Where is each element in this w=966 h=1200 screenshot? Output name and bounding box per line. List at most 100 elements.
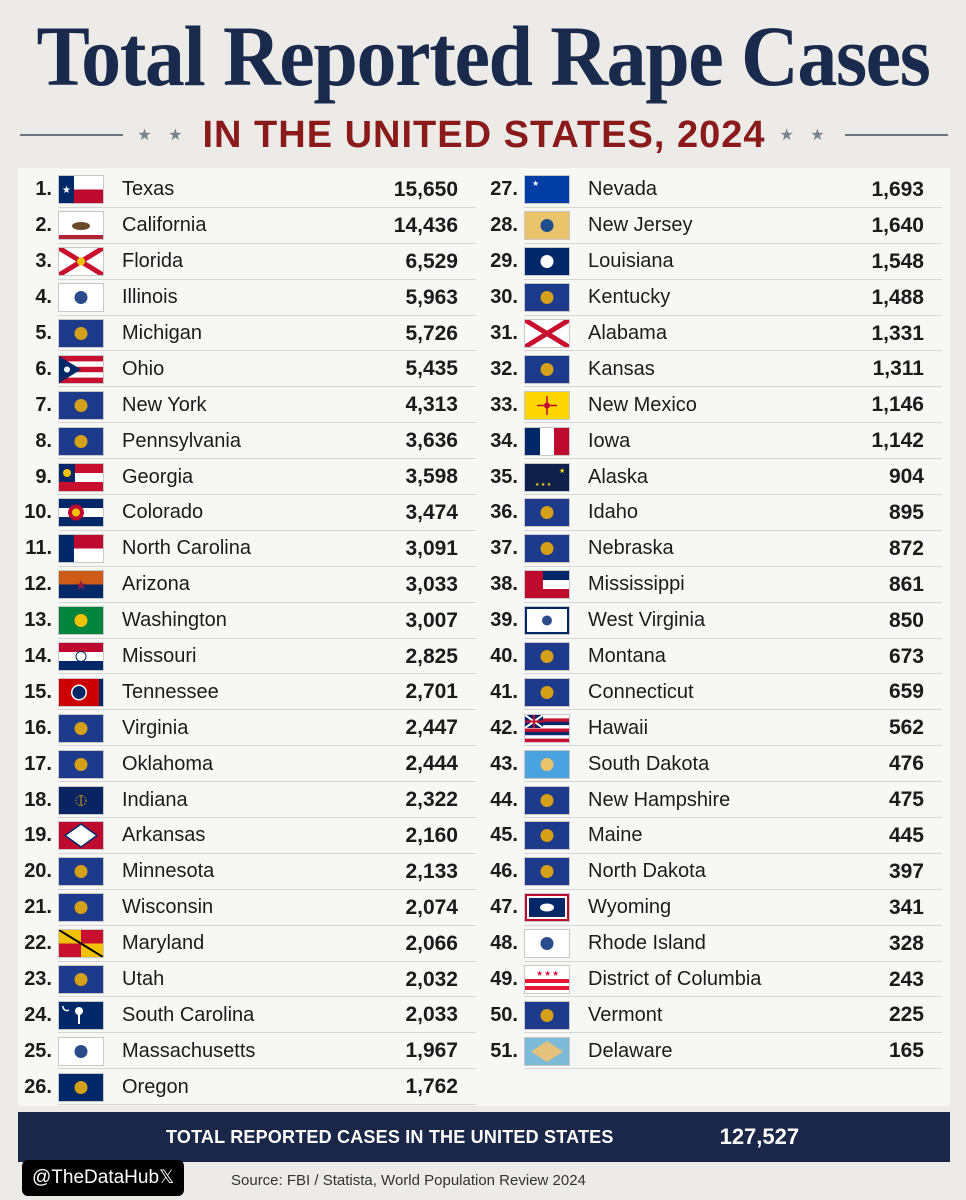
delaware-flag-icon xyxy=(524,1036,570,1066)
state-name: Louisiana xyxy=(588,250,674,273)
table-row: 27. ★ Nevada 1,693 xyxy=(484,172,950,208)
texas-flag-icon: ★ xyxy=(58,175,104,205)
state-name: Kentucky xyxy=(588,286,671,309)
case-count: 1,967 xyxy=(405,1039,458,1063)
iowa-flag-icon xyxy=(524,426,570,456)
table-row: 26. Oregon 1,762 xyxy=(18,1069,484,1106)
ohio-flag-icon xyxy=(58,354,104,384)
table-row: 18. Indiana 2,322 xyxy=(18,782,484,818)
table-row: 7. New York 4,313 xyxy=(18,387,484,424)
rank-label: 35. xyxy=(490,465,518,488)
state-name: District of Columbia xyxy=(588,968,762,991)
state-name: Oregon xyxy=(122,1075,189,1098)
case-count: 1,548 xyxy=(871,249,924,273)
maryland-flag-icon xyxy=(58,929,104,959)
rank-label: 4. xyxy=(35,286,52,309)
ranking-column-right: 27. ★ Nevada 1,693 28. New Jersey 1,640 29. Loui… xyxy=(484,168,950,1106)
ranking-list-left: 1. ★ Texas 15,650 2. California 14,436 3. Florid… xyxy=(18,172,484,1106)
state-name: Alabama xyxy=(588,322,667,344)
table-row: 16. Virginia 2,447 xyxy=(18,710,484,747)
source-note: Source: FBI / Statista, World Population… xyxy=(231,1172,586,1189)
case-count: 6,529 xyxy=(405,249,458,273)
washington-flag-icon xyxy=(58,606,104,636)
case-count: 2,074 xyxy=(405,895,458,919)
case-count: 2,032 xyxy=(405,967,458,991)
table-row: 1. ★ Texas 15,650 xyxy=(18,172,484,208)
case-count: 5,963 xyxy=(405,285,458,309)
state-name: Wyoming xyxy=(588,896,672,919)
state-name: New York xyxy=(122,393,207,416)
table-row: 36. Idaho 895 xyxy=(484,495,950,531)
rank-label: 13. xyxy=(24,609,52,632)
state-name: Rhode Island xyxy=(588,932,706,955)
case-count: 2,033 xyxy=(405,1003,458,1027)
case-count: 2,133 xyxy=(405,859,458,883)
new-jersey-flag-icon xyxy=(524,211,570,241)
author-handle: @TheDataHub𝕏 xyxy=(22,1160,185,1196)
rank-label: 12. xyxy=(24,573,52,596)
rank-label: 47. xyxy=(490,896,518,919)
table-row: 33. New Mexico 1,146 xyxy=(484,387,950,424)
wyoming-flag-icon xyxy=(524,893,570,923)
state-name: Massachusetts xyxy=(122,1039,256,1062)
table-row: 31. Alabama 1,331 xyxy=(484,316,950,352)
case-count: 562 xyxy=(888,716,924,740)
state-name: Minnesota xyxy=(122,860,215,883)
hawaii-flag-icon xyxy=(524,713,570,743)
case-count: 3,007 xyxy=(405,608,458,632)
state-name: South Carolina xyxy=(122,1003,255,1026)
table-row: 51. Delaware 165 xyxy=(484,1033,950,1070)
rank-label: 45. xyxy=(490,824,518,847)
state-name: Nebraska xyxy=(588,537,674,560)
state-name: New Jersey xyxy=(588,214,693,237)
table-row: 37. Nebraska 872 xyxy=(484,531,950,567)
state-name: Iowa xyxy=(588,429,631,452)
page-subtitle: IN THE UNITED STATES, 2024 xyxy=(202,113,766,156)
georgia-flag-icon xyxy=(58,462,104,492)
state-name: South Dakota xyxy=(588,752,710,775)
table-row: 35. ★ ★ ★ ★ Alaska 904 xyxy=(484,459,950,495)
table-row: 14. Missouri 2,825 xyxy=(18,639,484,675)
south-dakota-flag-icon xyxy=(524,749,570,779)
arizona-flag-icon: ★ xyxy=(58,570,104,600)
page-title: Total Reported Rape Cases xyxy=(36,8,930,104)
ranking-column-left: 1. ★ Texas 15,650 2. California 14,436 3. Florid… xyxy=(18,168,484,1106)
table-row: 23. Utah 2,032 xyxy=(18,962,484,998)
rank-label: 15. xyxy=(24,680,52,703)
table-row: 5. Michigan 5,726 xyxy=(18,316,484,352)
table-row: 42. Hawaii 562 xyxy=(484,710,950,747)
alabama-flag-icon xyxy=(523,317,571,350)
state-name: Michigan xyxy=(122,322,203,344)
state-name: Tennessee xyxy=(122,680,219,703)
rank-label: 43. xyxy=(490,752,518,775)
rank-label: 39. xyxy=(490,609,518,632)
table-row: 30. Kentucky 1,488 xyxy=(484,280,950,316)
rank-label: 48. xyxy=(490,932,518,955)
case-count: 397 xyxy=(888,859,924,883)
case-count: 659 xyxy=(888,680,924,704)
rank-label: 7. xyxy=(35,393,52,416)
rank-label: 6. xyxy=(35,357,52,380)
table-row: 34. Iowa 1,142 xyxy=(484,423,950,460)
case-count: 3,474 xyxy=(405,500,458,524)
indiana-flag-icon xyxy=(58,785,104,815)
rank-label: 34. xyxy=(490,429,518,452)
state-name: Nevada xyxy=(588,178,657,201)
rank-label: 46. xyxy=(490,860,518,883)
table-row: 47. Wyoming 341 xyxy=(484,890,950,926)
table-row: 38. Mississippi 861 xyxy=(484,567,950,603)
state-name: New Mexico xyxy=(588,393,697,416)
case-count: 341 xyxy=(888,895,924,919)
rank-label: 1. xyxy=(35,178,52,201)
state-name: Utah xyxy=(122,968,165,991)
minnesota-flag-icon xyxy=(58,857,104,887)
rank-label: 17. xyxy=(24,752,52,775)
table-row: 3. Florida 6,529 xyxy=(18,244,484,280)
state-name: Oklahoma xyxy=(122,752,214,775)
rank-label: 31. xyxy=(490,322,518,344)
tennessee-flag-icon xyxy=(58,677,104,707)
illinois-flag-icon xyxy=(58,283,104,313)
subtitle-row: ★ ★ IN THE UNITED STATES, 2024 ★ ★ xyxy=(20,110,948,160)
rank-label: 18. xyxy=(24,788,52,811)
state-name: Vermont xyxy=(588,1003,663,1026)
